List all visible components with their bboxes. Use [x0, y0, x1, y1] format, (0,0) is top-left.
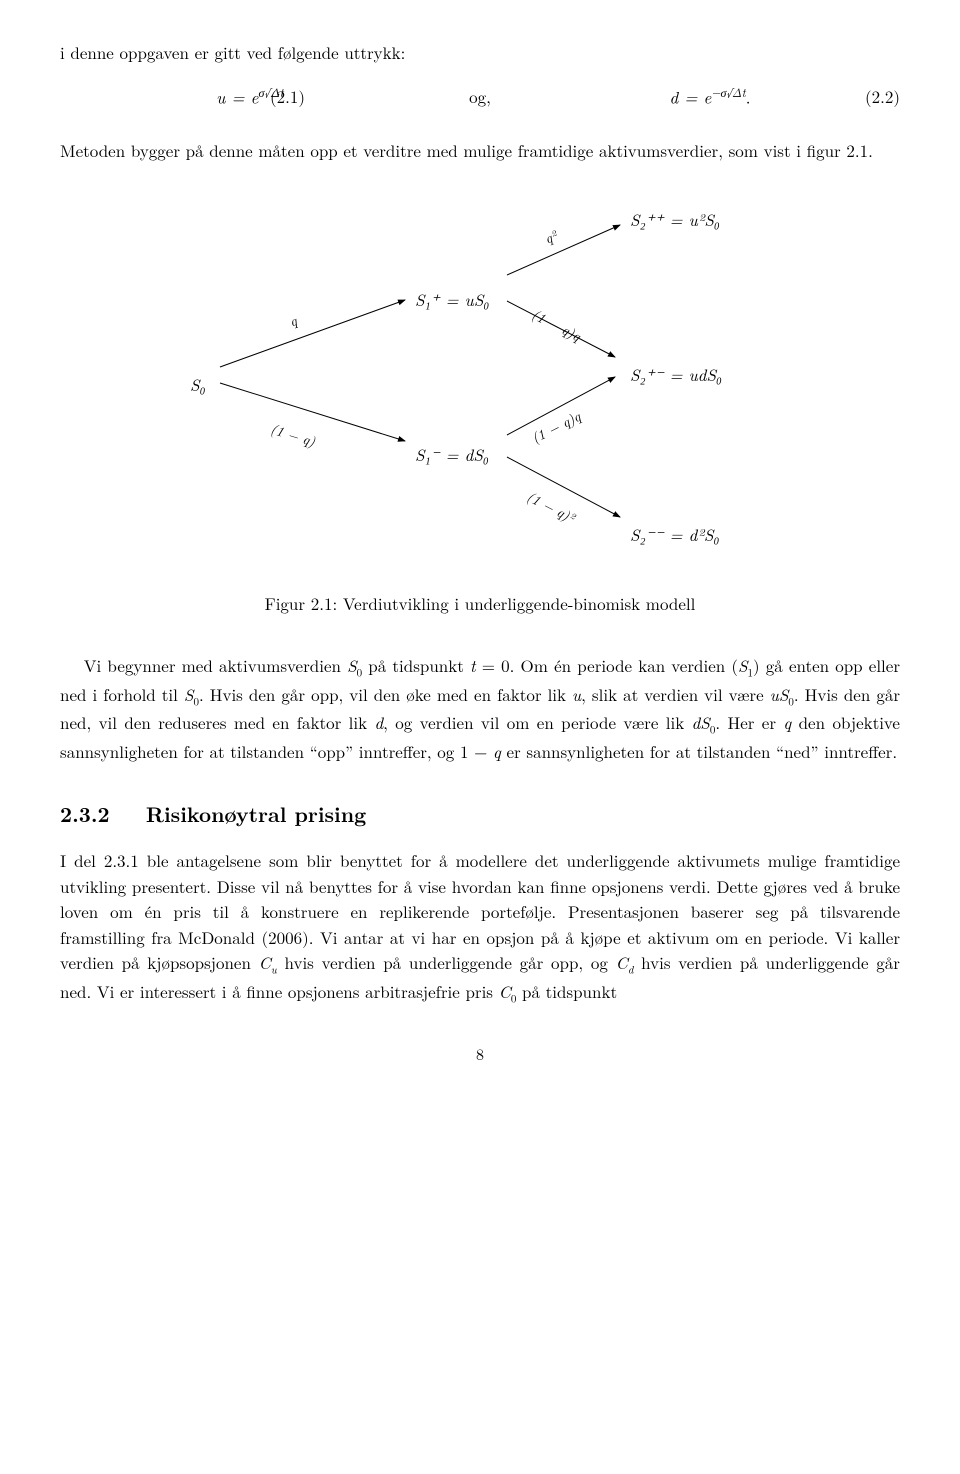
tree-node: S₂⁺⁺ = u²S₀: [630, 207, 720, 233]
eq2-exp: −σ√Δt: [711, 84, 745, 101]
intro-text: i denne oppgaven er gitt ved følgende ut…: [60, 40, 900, 66]
para-metoden: Metoden bygger på denne måten opp et ver…: [60, 138, 900, 164]
sec-title: Risikonøytral prising: [146, 799, 366, 829]
figure-caption: Figur 2.1: Verdiutvikling i underliggend…: [60, 591, 900, 617]
section-heading: 2.3.2 Risikonøytral prising: [60, 799, 900, 831]
figcap-text: Verdiutvikling i underliggende-binomisk …: [343, 591, 696, 615]
eq2-num: (2.2): [865, 84, 900, 110]
tree-node: S₂⁻⁻ = d²S₀: [630, 522, 719, 548]
body-risiko: I del 2.3.1 ble antagelsene som blir ben…: [60, 848, 900, 1008]
page-number: 8: [60, 1042, 900, 1066]
sec-num: 2.3.2: [60, 799, 110, 829]
eq1-num: (2.1): [270, 84, 305, 110]
equation-2-1: u = eσ√Δt (2.1): [60, 84, 440, 110]
eq1-lhs: u = e: [216, 84, 258, 108]
equation-row: u = eσ√Δt (2.1) og, d = e−σ√Δt. (2.2): [60, 84, 900, 110]
tree-node: S₁⁻ = dS₀: [415, 442, 489, 468]
tree-node: S₁⁺ = uS₀: [415, 287, 489, 313]
tree-node: S₀: [190, 372, 205, 398]
eq-og: og,: [440, 84, 520, 110]
figcap-lead: Figur 2.1:: [265, 591, 343, 615]
eq2-dot: .: [746, 84, 751, 108]
equation-2-2: d = e−σ√Δt. (2.2): [520, 84, 900, 110]
binomial-tree-figure: q(1 − q)q²(1 − q)q(1 − q)q(1 − q)²S₀S₁⁺ …: [160, 177, 800, 567]
tree-node: S₂⁺⁻ = udS₀: [630, 362, 722, 388]
body-aktivum: Vi begynner med aktivumsverdien S0 på ti…: [60, 653, 900, 765]
eq2-lhs: d = e: [670, 84, 712, 108]
